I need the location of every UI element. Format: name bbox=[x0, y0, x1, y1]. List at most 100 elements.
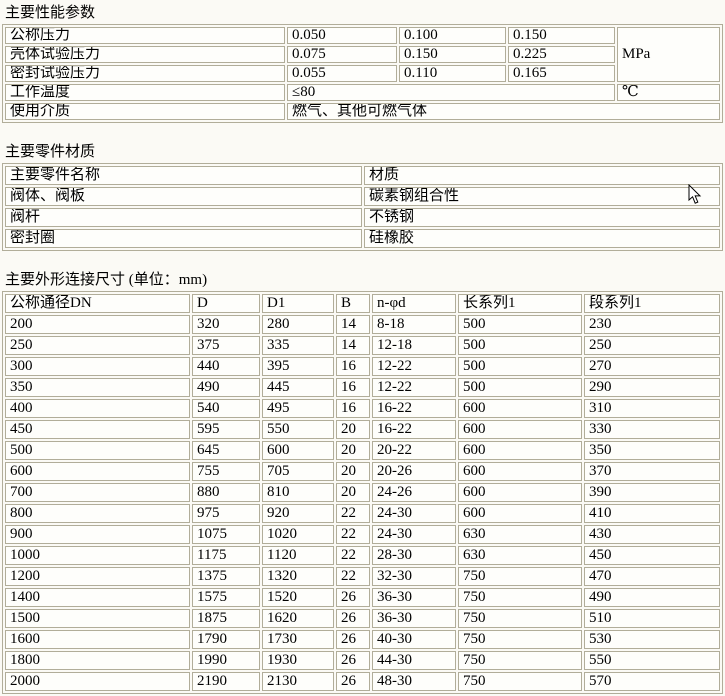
cell: 470 bbox=[584, 567, 720, 586]
cell: 20 bbox=[336, 483, 370, 502]
cell: 1800 bbox=[5, 651, 190, 670]
table-row: 密封圈 硅橡胶 bbox=[5, 229, 720, 248]
column-header: D bbox=[192, 294, 260, 313]
table-row: 250 375 335 14 12-18 500 250 bbox=[5, 336, 720, 355]
cell: 600 bbox=[458, 441, 582, 460]
cell: 12-22 bbox=[372, 357, 456, 376]
section-title-performance: 主要性能参数 bbox=[5, 5, 96, 21]
table-row: 1800 1990 1930 26 44-30 750 550 bbox=[5, 651, 720, 670]
cell: 硅橡胶 bbox=[364, 229, 720, 248]
cell: 600 bbox=[262, 441, 334, 460]
header-row: 主要零件名称 材质 bbox=[5, 166, 720, 185]
cell: 500 bbox=[458, 315, 582, 334]
column-header: B bbox=[336, 294, 370, 313]
cell: 1575 bbox=[192, 588, 260, 607]
cell: 44-30 bbox=[372, 651, 456, 670]
cell: 430 bbox=[584, 525, 720, 544]
pressure-value: 0.225 bbox=[508, 46, 615, 63]
cell: 370 bbox=[584, 462, 720, 481]
table-row: 阀杆 不锈钢 bbox=[5, 208, 720, 227]
cell: 400 bbox=[5, 399, 190, 418]
cell: 500 bbox=[5, 441, 190, 460]
cell: 14 bbox=[336, 336, 370, 355]
cell: 阀杆 bbox=[5, 208, 362, 227]
cell: 540 bbox=[192, 399, 260, 418]
cell: 290 bbox=[584, 378, 720, 397]
cell: 330 bbox=[584, 420, 720, 439]
cell: 280 bbox=[262, 315, 334, 334]
cell: 510 bbox=[584, 609, 720, 628]
column-header: 材质 bbox=[364, 166, 720, 185]
cell: 595 bbox=[192, 420, 260, 439]
cell: 2000 bbox=[5, 672, 190, 691]
cell: 755 bbox=[192, 462, 260, 481]
cell: 1120 bbox=[262, 546, 334, 565]
table-row: 900 1075 1020 22 24-30 630 430 bbox=[5, 525, 720, 544]
cell: 1500 bbox=[5, 609, 190, 628]
cell: 450 bbox=[584, 546, 720, 565]
cell: 12-18 bbox=[372, 336, 456, 355]
row-label: 密封试验压力 bbox=[5, 65, 285, 82]
cell: 22 bbox=[336, 546, 370, 565]
cell: 2190 bbox=[192, 672, 260, 691]
cell: 350 bbox=[584, 441, 720, 460]
cell: 750 bbox=[458, 588, 582, 607]
cell: 1375 bbox=[192, 567, 260, 586]
cell: 32-30 bbox=[372, 567, 456, 586]
cell: 350 bbox=[5, 378, 190, 397]
cell: 16 bbox=[336, 357, 370, 376]
cell: 26 bbox=[336, 609, 370, 628]
cell: 700 bbox=[5, 483, 190, 502]
cell: 1620 bbox=[262, 609, 334, 628]
cell: 40-30 bbox=[372, 630, 456, 649]
cell: 440 bbox=[192, 357, 260, 376]
cell: 450 bbox=[5, 420, 190, 439]
table-row: 350 490 445 16 12-22 500 290 bbox=[5, 378, 720, 397]
pressure-value: 0.165 bbox=[508, 65, 615, 82]
cell: 16 bbox=[336, 399, 370, 418]
cell: 410 bbox=[584, 504, 720, 523]
cell: 1175 bbox=[192, 546, 260, 565]
cell: 1790 bbox=[192, 630, 260, 649]
cell: 16 bbox=[336, 378, 370, 397]
cell: 500 bbox=[458, 357, 582, 376]
table-row: 工作温度 ≤80 ℃ bbox=[5, 84, 720, 101]
table-row: 1000 1175 1120 22 28-30 630 450 bbox=[5, 546, 720, 565]
table-row: 300 440 395 16 12-22 500 270 bbox=[5, 357, 720, 376]
cell: 36-30 bbox=[372, 588, 456, 607]
cell: 375 bbox=[192, 336, 260, 355]
cell: 2130 bbox=[262, 672, 334, 691]
cell: 26 bbox=[336, 672, 370, 691]
cell: 490 bbox=[584, 588, 720, 607]
cell: 48-30 bbox=[372, 672, 456, 691]
cell: 1075 bbox=[192, 525, 260, 544]
pressure-value: 0.150 bbox=[508, 27, 615, 44]
cell: 900 bbox=[5, 525, 190, 544]
cell: 20-26 bbox=[372, 462, 456, 481]
cell: 550 bbox=[584, 651, 720, 670]
cell: 630 bbox=[458, 525, 582, 544]
cell: 705 bbox=[262, 462, 334, 481]
cell: 阀体、阀板 bbox=[5, 187, 362, 206]
cell: 600 bbox=[458, 483, 582, 502]
cell: 20 bbox=[336, 462, 370, 481]
materials-table-body: 阀体、阀板 碳素钢组合性 阀杆 不锈钢 密封圈 硅橡胶 bbox=[5, 187, 720, 248]
cell: 570 bbox=[584, 672, 720, 691]
table-row: 1400 1575 1520 26 36-30 750 490 bbox=[5, 588, 720, 607]
cell: 1320 bbox=[262, 567, 334, 586]
cell: 750 bbox=[458, 630, 582, 649]
table-row: 450 595 550 20 16-22 600 330 bbox=[5, 420, 720, 439]
materials-table: 主要零件名称 材质 阀体、阀板 碳素钢组合性 阀杆 不锈钢 密封圈 硅橡胶 bbox=[2, 163, 723, 251]
cell: 200 bbox=[5, 315, 190, 334]
cell: 600 bbox=[458, 462, 582, 481]
table-row: 200 320 280 14 8-18 500 230 bbox=[5, 315, 720, 334]
cell: 24-30 bbox=[372, 525, 456, 544]
pressure-value: 0.110 bbox=[399, 65, 506, 82]
materials-table-header: 主要零件名称 材质 bbox=[5, 166, 720, 185]
cell: 24-26 bbox=[372, 483, 456, 502]
pressure-value: 0.055 bbox=[287, 65, 397, 82]
cell: 270 bbox=[584, 357, 720, 376]
cell: 1875 bbox=[192, 609, 260, 628]
temperature-unit: ℃ bbox=[617, 84, 720, 101]
cell: 1000 bbox=[5, 546, 190, 565]
